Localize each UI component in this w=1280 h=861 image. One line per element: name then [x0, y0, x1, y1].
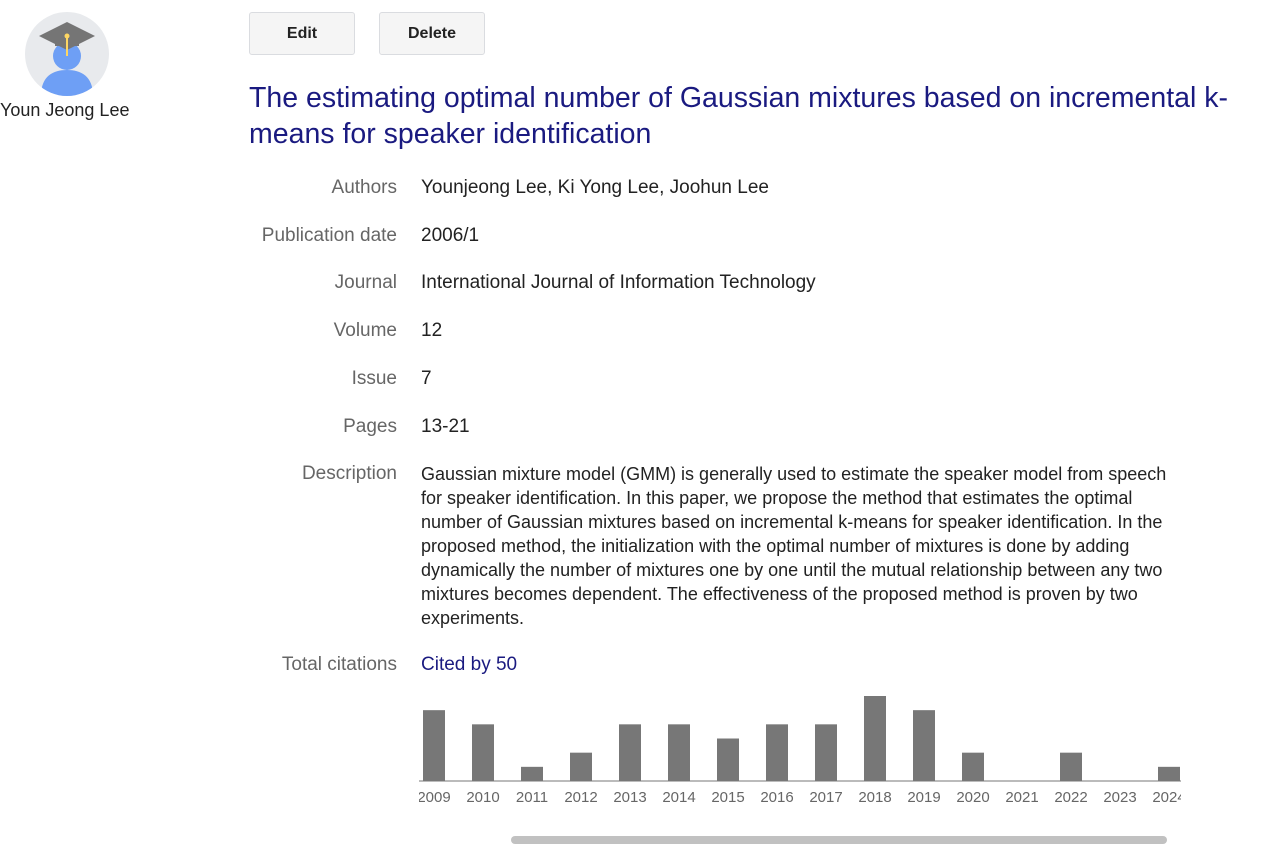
field-label: Total citations	[281, 654, 397, 675]
chart-tick-label-2021: 2021	[1005, 789, 1038, 806]
field-value: 12	[421, 320, 443, 341]
chart-tick-label-2022: 2022	[1054, 789, 1087, 806]
field-label: Volume	[333, 320, 397, 341]
chart-bar-2020[interactable]	[962, 752, 984, 781]
description-text: Gaussian mixture model (GMM) is generall…	[421, 464, 1167, 628]
chart-tick-label-2012: 2012	[564, 789, 597, 806]
chart-bar-2013[interactable]	[619, 724, 641, 781]
chart-bar-2011[interactable]	[521, 766, 543, 781]
chart-bar-2019[interactable]	[913, 710, 935, 781]
delete-button[interactable]: Delete	[379, 12, 485, 55]
chart-bar-2009[interactable]	[423, 710, 445, 781]
chart-tick-label-2020: 2020	[956, 789, 989, 806]
profile-name[interactable]: Youn Jeong Lee	[0, 100, 130, 120]
profile: Youn Jeong Lee	[0, 12, 136, 121]
chart-tick-label-2023: 2023	[1103, 789, 1136, 806]
field-value: 13-21	[421, 416, 470, 437]
field-value: 7	[421, 368, 432, 389]
chart-tick-label-2014: 2014	[662, 789, 695, 806]
chart-bar-2016[interactable]	[766, 724, 788, 781]
scholar-avatar-icon[interactable]	[25, 12, 109, 96]
chart-tick-label-2017: 2017	[809, 789, 842, 806]
chart-tick-label-2019: 2019	[907, 789, 940, 806]
chart-bar-2015[interactable]	[717, 738, 739, 782]
toolbar: Edit Delete	[249, 12, 485, 55]
chart-bar-2017[interactable]	[815, 724, 837, 781]
chart-bar-2014[interactable]	[668, 724, 690, 781]
chart-tick-label-2018: 2018	[858, 789, 891, 806]
field-label: Description	[301, 463, 397, 484]
chart-tick-label-2016: 2016	[760, 789, 793, 806]
edit-button[interactable]: Edit	[249, 12, 355, 55]
chart-bar-2022[interactable]	[1060, 752, 1082, 781]
field-label: Publication date	[261, 225, 397, 246]
chart-scrollbar[interactable]	[419, 832, 1181, 846]
citations-chart: 2009 2010 2011 2012 2013 2014 2015 2016 2017 2018…	[419, 696, 1181, 806]
field-label: Pages	[343, 416, 397, 437]
chart-tick-label-2010: 2010	[466, 789, 499, 806]
chart-bar-2024[interactable]	[1158, 766, 1180, 781]
chart-tick-label-2009: 2009	[419, 789, 451, 806]
avatar-graphic	[39, 22, 95, 96]
chart-tick-label-2015: 2015	[711, 789, 744, 806]
scrollbar-thumb[interactable]	[511, 836, 1167, 844]
chart-tick-label-2013: 2013	[613, 789, 646, 806]
chart-bar-2010[interactable]	[472, 724, 494, 781]
article-title[interactable]: The estimating optimal number of Gaussia…	[249, 82, 1228, 150]
chart-tick-label-2024: 2024	[1152, 789, 1181, 806]
field-value: Younjeong Lee, Ki Yong Lee, Joohun Lee	[421, 177, 769, 198]
chart-tick-label-2011: 2011	[516, 789, 548, 806]
field-label: Issue	[351, 368, 397, 389]
field-value: 2006/1	[421, 225, 480, 246]
cited-by-link[interactable]: Cited by 50	[421, 654, 518, 675]
field-value: International Journal of Information Tec…	[421, 272, 816, 293]
field-label: Authors	[331, 177, 397, 198]
chart-bar-2018[interactable]	[864, 696, 886, 781]
field-label: Journal	[334, 272, 397, 293]
chart-bar-2012[interactable]	[570, 752, 592, 781]
